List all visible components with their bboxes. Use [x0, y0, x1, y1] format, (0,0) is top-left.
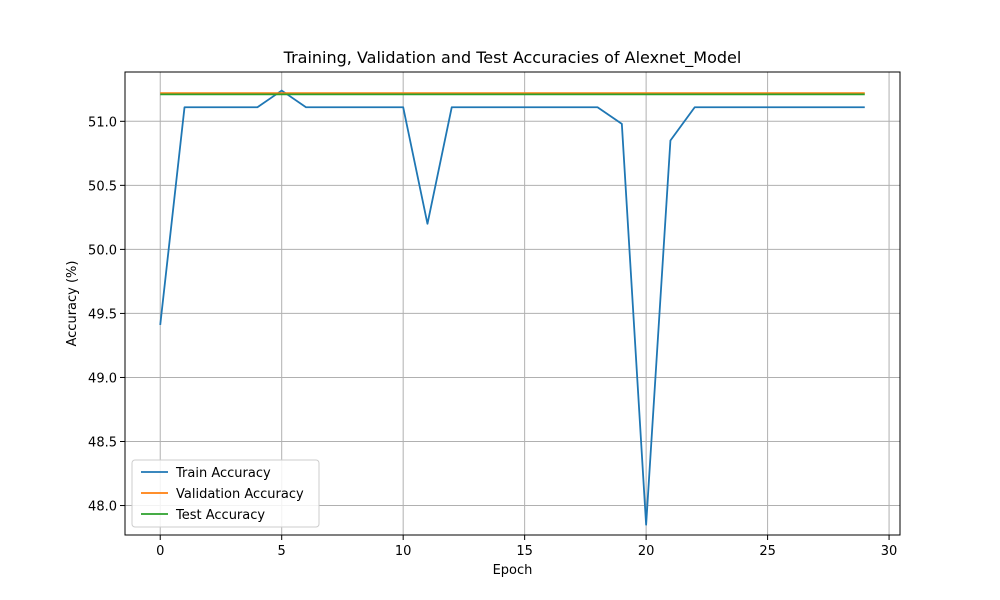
x-axis-ticks: 0 5 10 15 20 25 30: [156, 535, 897, 559]
x-tick-label: 0: [156, 544, 164, 559]
x-tick-label: 20: [638, 544, 655, 559]
x-tick-label: 10: [395, 544, 412, 559]
y-axis-ticks: 48.0 48.5 49.0 49.5 50.0 50.5 51.0: [88, 115, 125, 515]
x-tick-label: 5: [278, 544, 286, 559]
y-tick-label: 49.5: [88, 307, 117, 322]
legend-box: [131, 459, 320, 528]
y-tick-label: 51.0: [88, 115, 117, 130]
x-tick-label: 25: [759, 544, 776, 559]
legend-label: Train Accuracy: [175, 466, 271, 481]
y-tick-label: 49.0: [88, 371, 117, 386]
legend-label: Test Accuracy: [175, 508, 265, 523]
x-axis-label: Epoch: [493, 563, 533, 578]
y-tick-label: 48.5: [88, 436, 117, 451]
x-tick-label: 15: [516, 544, 533, 559]
y-tick-label: 48.0: [88, 500, 117, 515]
y-tick-label: 50.5: [88, 179, 117, 194]
plot-area-frame: [124, 71, 901, 536]
legend: Train Accuracy Validation Accuracy Test Ac…: [131, 459, 320, 528]
legend-label: Validation Accuracy: [176, 487, 304, 502]
chart-title: Training, Validation and Test Accuracies…: [283, 48, 742, 68]
y-axis-label: Accuracy (%): [65, 261, 80, 347]
x-tick-label: 30: [881, 544, 898, 559]
y-tick-label: 50.0: [88, 243, 117, 258]
series-lines: [159, 89, 865, 526]
